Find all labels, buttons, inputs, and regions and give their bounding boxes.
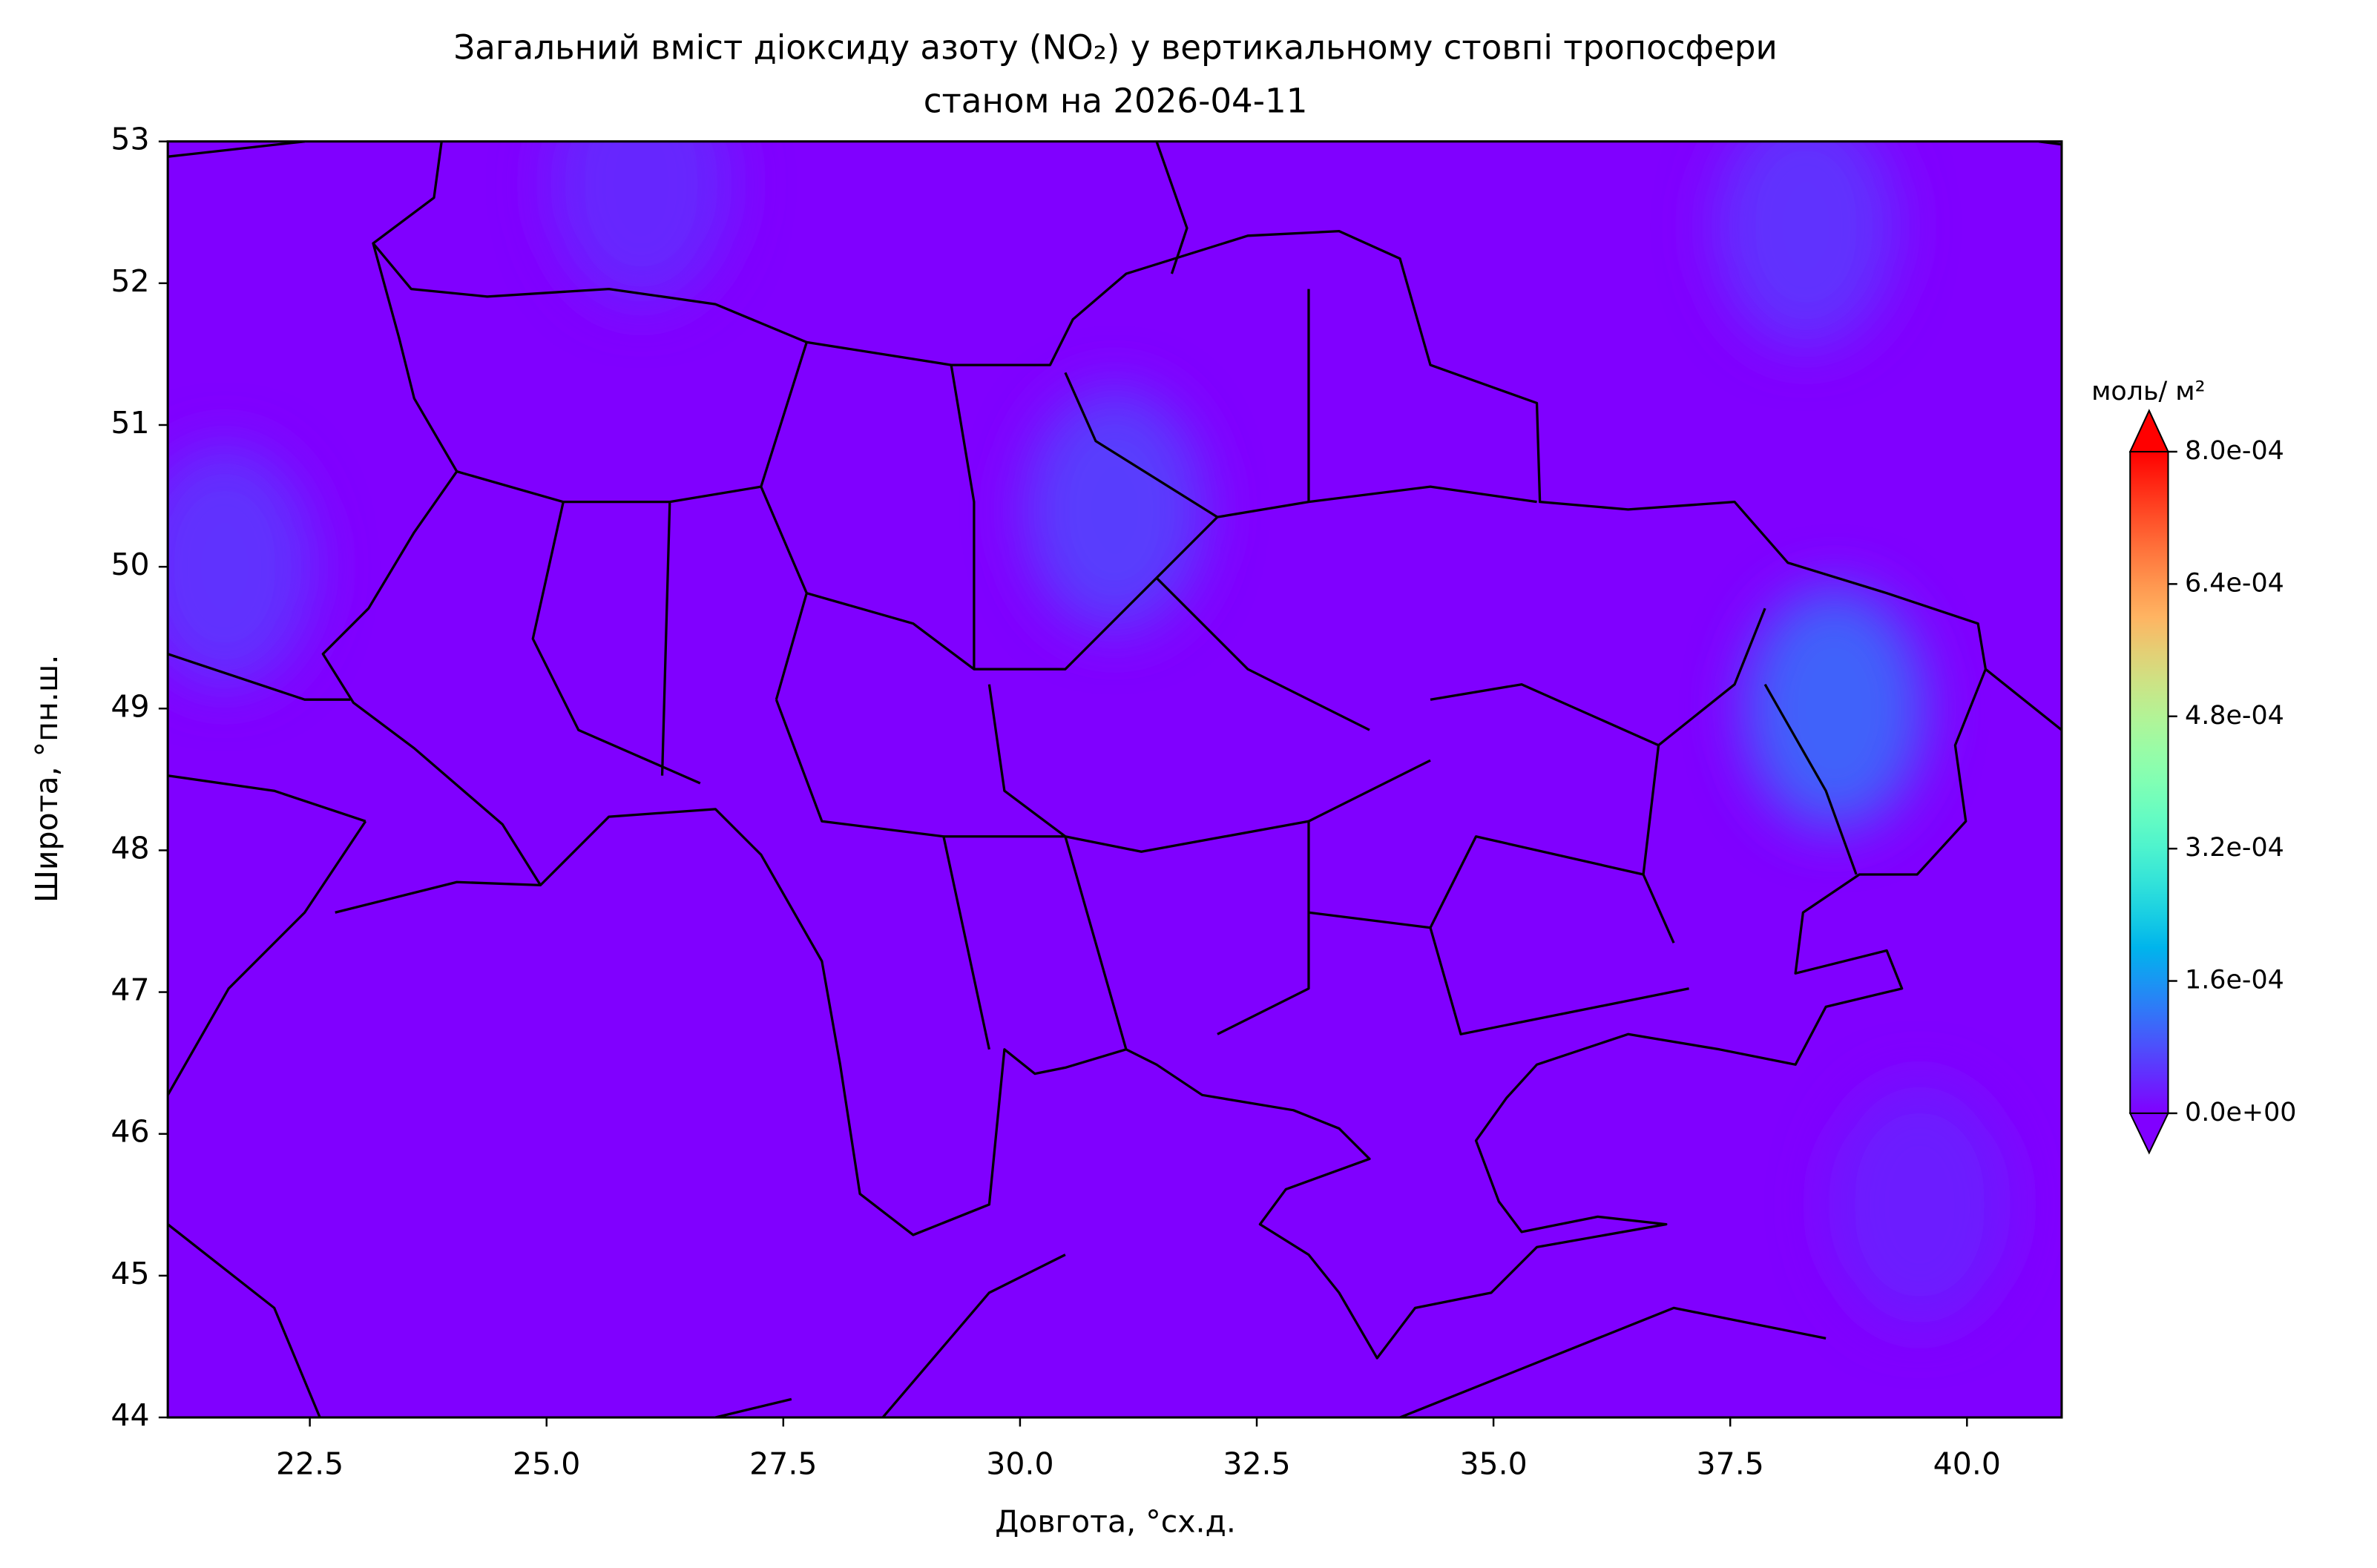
hotspot: [1023, 388, 1206, 632]
colorbar-tick-label: 4.8e-04: [2185, 701, 2284, 731]
x-tick-label: 22.5: [276, 1446, 343, 1482]
x-tick-label: 30.0: [986, 1446, 1053, 1482]
colorbar-tick-label: 3.2e-04: [2185, 833, 2284, 863]
chart-subtitle: станом на 2026-04-11: [924, 81, 1308, 120]
hotspot: [1828, 1083, 2011, 1327]
x-tick-label: 27.5: [749, 1446, 817, 1482]
colorbar: [2130, 451, 2169, 1113]
x-tick-label: 32.5: [1223, 1446, 1290, 1482]
y-tick-label: 50: [111, 547, 149, 582]
colorbar-tick-label: 6.4e-04: [2185, 568, 2284, 598]
y-axis-label: Широта, °пн.ш.: [29, 655, 65, 903]
x-axis-label: Довгота, °сх.д.: [995, 1504, 1236, 1540]
hotspot: [1714, 141, 1898, 349]
y-tick-label: 46: [111, 1114, 149, 1150]
colorbar-frame: [2129, 450, 2169, 1114]
y-tick-label: 45: [111, 1256, 149, 1291]
x-tick-label: 40.0: [1933, 1446, 2001, 1482]
x-tick-label: 37.5: [1697, 1446, 1764, 1482]
colorbar-extend-min: [2128, 1112, 2170, 1155]
y-tick-label: 52: [111, 263, 149, 299]
colorbar-tick-label: 0.0e+00: [2185, 1098, 2296, 1127]
field-background: [168, 141, 2062, 1418]
ukraine-border: [321, 230, 1988, 1360]
colorbar-extend-max: [2128, 409, 2170, 453]
chart-title: Загальний вміст діоксиду азоту (NO₂) у в…: [453, 28, 1777, 67]
y-tick-label: 44: [111, 1397, 149, 1433]
y-tick-label: 53: [111, 122, 149, 157]
colorbar-tick-label: 1.6e-04: [2185, 966, 2284, 995]
hotspots: [168, 141, 2011, 1327]
y-tick-label: 51: [111, 405, 149, 441]
x-tick-label: 25.0: [513, 1446, 580, 1482]
plot-frame: [166, 140, 2063, 1419]
neighbour-borders: [168, 141, 2062, 1418]
y-tick-label: 49: [111, 688, 149, 724]
y-tick-label: 48: [111, 830, 149, 866]
colorbar-tick-label: 8.0e-04: [2185, 436, 2284, 466]
hotspot: [1743, 587, 1926, 831]
y-tick-label: 47: [111, 972, 149, 1008]
region-borders: [456, 289, 1858, 1050]
borders: [168, 141, 2062, 1418]
colorbar-label: моль/ м²: [2091, 377, 2205, 406]
hotspot: [550, 141, 733, 306]
hotspot: [168, 445, 316, 689]
x-tick-label: 35.0: [1459, 1446, 1527, 1482]
